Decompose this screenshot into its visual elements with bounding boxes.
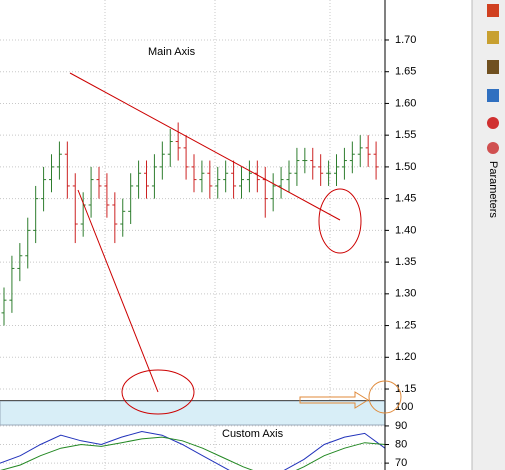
custom-axis-title: Custom Axis: [222, 428, 284, 440]
y-tick-label: 1.60: [395, 97, 416, 109]
y-tick-label: 90: [395, 420, 407, 432]
trend-line[interactable]: [69, 72, 341, 221]
y-tick-label: 1.15: [395, 383, 416, 395]
separator-band: [0, 400, 386, 426]
y-tick-label: 1.40: [395, 224, 416, 236]
icon[interactable]: [487, 4, 499, 17]
y-tick-label: 1.65: [395, 66, 416, 78]
icon[interactable]: [487, 60, 499, 74]
sidebar-tab[interactable]: Parameters: [487, 161, 499, 218]
circle[interactable]: [368, 380, 402, 414]
y-tick-label: 80: [395, 438, 407, 450]
trend-line[interactable]: [77, 189, 159, 393]
arrow[interactable]: [299, 391, 369, 409]
sidebar: [472, 0, 505, 470]
y-tick-label: 1.25: [395, 319, 416, 331]
icon[interactable]: [487, 31, 499, 44]
ellipse[interactable]: [121, 369, 195, 415]
y-tick-label: 1.35: [395, 256, 416, 268]
icon[interactable]: [487, 117, 499, 129]
y-tick-label: 1.30: [395, 288, 416, 300]
y-tick-label: 70: [395, 457, 407, 469]
icon[interactable]: [487, 89, 499, 102]
y-tick-label: 1.55: [395, 129, 416, 141]
ellipse[interactable]: [318, 188, 362, 254]
y-tick-label: 1.50: [395, 161, 416, 173]
icon[interactable]: [487, 142, 499, 154]
oscillator-line: [0, 436, 385, 470]
main-axis-title: Main Axis: [148, 46, 196, 58]
y-tick-label: 1.70: [395, 34, 416, 46]
y-tick-label: 1.20: [395, 351, 416, 363]
y-tick-label: 1.45: [395, 193, 416, 205]
oscillator-line: [0, 430, 385, 470]
